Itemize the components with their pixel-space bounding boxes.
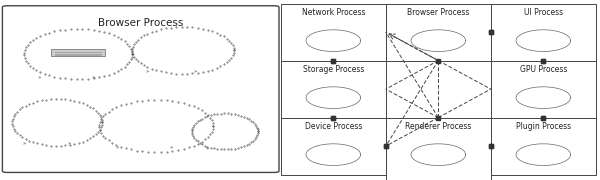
Text: Device Process: Device Process xyxy=(305,122,362,131)
Text: Storage Process: Storage Process xyxy=(302,65,364,74)
FancyBboxPatch shape xyxy=(386,118,491,180)
Text: Network Process: Network Process xyxy=(302,8,365,17)
Text: GPU Process: GPU Process xyxy=(520,65,567,74)
Text: »: » xyxy=(115,145,119,150)
FancyBboxPatch shape xyxy=(281,118,386,175)
FancyBboxPatch shape xyxy=(2,6,279,172)
FancyBboxPatch shape xyxy=(386,4,491,61)
Text: Browser Process: Browser Process xyxy=(407,8,469,17)
Text: »: » xyxy=(22,141,26,147)
Text: »: » xyxy=(193,69,197,75)
Text: Browser Process: Browser Process xyxy=(98,18,184,28)
FancyBboxPatch shape xyxy=(281,4,386,61)
FancyBboxPatch shape xyxy=(491,61,596,118)
Text: UI Process: UI Process xyxy=(524,8,563,17)
FancyBboxPatch shape xyxy=(491,4,596,61)
Text: »: » xyxy=(37,75,41,80)
Text: Plugin Process: Plugin Process xyxy=(516,122,571,131)
Text: »: » xyxy=(169,145,173,150)
FancyBboxPatch shape xyxy=(51,49,105,56)
Text: »: » xyxy=(145,69,149,75)
Text: »: » xyxy=(91,75,95,80)
FancyBboxPatch shape xyxy=(491,118,596,175)
FancyBboxPatch shape xyxy=(281,61,386,118)
Text: Renderer Process: Renderer Process xyxy=(405,122,472,131)
Text: »: » xyxy=(205,146,209,151)
Text: »: » xyxy=(67,141,71,147)
